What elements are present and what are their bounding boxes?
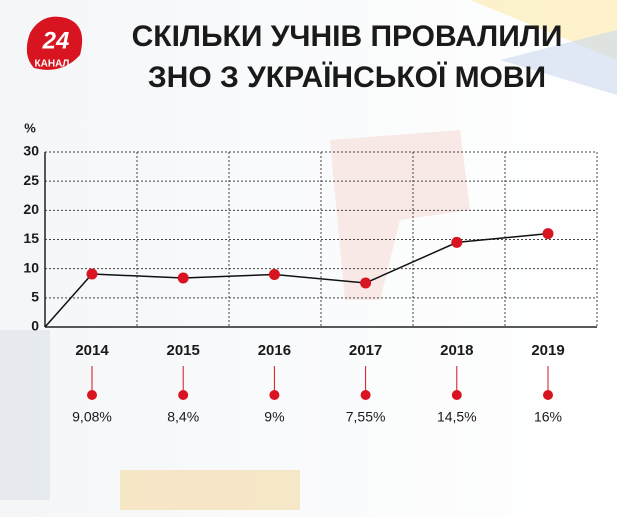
data-point <box>360 277 372 289</box>
y-tick-label: 5 <box>31 289 39 305</box>
x-tick-label: 2016 <box>258 342 291 359</box>
y-tick-label: 15 <box>23 230 39 246</box>
data-point <box>177 272 189 284</box>
x-tick-label: 2017 <box>349 342 382 359</box>
x-tick-label: 2015 <box>167 342 200 359</box>
hand-decor <box>330 130 470 300</box>
books-decor <box>0 330 50 500</box>
marker-dot <box>269 390 280 400</box>
x-tick-label: 2018 <box>440 342 473 359</box>
marker-dot <box>360 390 371 400</box>
y-tick-label: 25 <box>23 172 39 188</box>
value-label: 7,55% <box>346 409 386 425</box>
y-tick-label: 0 <box>31 318 39 334</box>
data-line <box>91 232 549 284</box>
data-point <box>86 268 98 280</box>
value-label: 14,5% <box>437 409 477 425</box>
data-point <box>451 236 463 248</box>
value-label: 16% <box>534 409 562 425</box>
value-label: 9,08% <box>72 409 112 425</box>
chart-title: СКІЛЬКИ УЧНІВ ПРОВАЛИЛИ <box>132 20 563 53</box>
x-tick-label: 2014 <box>75 342 109 359</box>
chart-title: ЗНО З УКРАЇНСЬКОЇ МОВИ <box>148 61 546 94</box>
marker-dot <box>178 390 189 400</box>
marker-dot <box>543 390 553 400</box>
y-axis-label: % <box>24 120 36 135</box>
y-tick-label: 20 <box>23 201 39 217</box>
logo-number: 24 <box>42 27 70 54</box>
marker-dot <box>87 390 97 400</box>
marker-dot <box>451 390 462 400</box>
x-tick-label: 2019 <box>531 342 564 359</box>
y-tick-label: 10 <box>23 259 39 275</box>
data-point <box>542 228 554 240</box>
lead-in-line <box>44 273 93 328</box>
y-tick-label: 30 <box>23 143 39 159</box>
value-label: 8,4% <box>167 409 199 425</box>
logo-badge <box>26 16 83 70</box>
pencil-decor <box>120 470 300 510</box>
flag-decor <box>500 30 617 95</box>
value-label: 9% <box>264 409 284 425</box>
logo-name: КАНАЛ <box>35 59 70 70</box>
data-point <box>268 269 280 280</box>
